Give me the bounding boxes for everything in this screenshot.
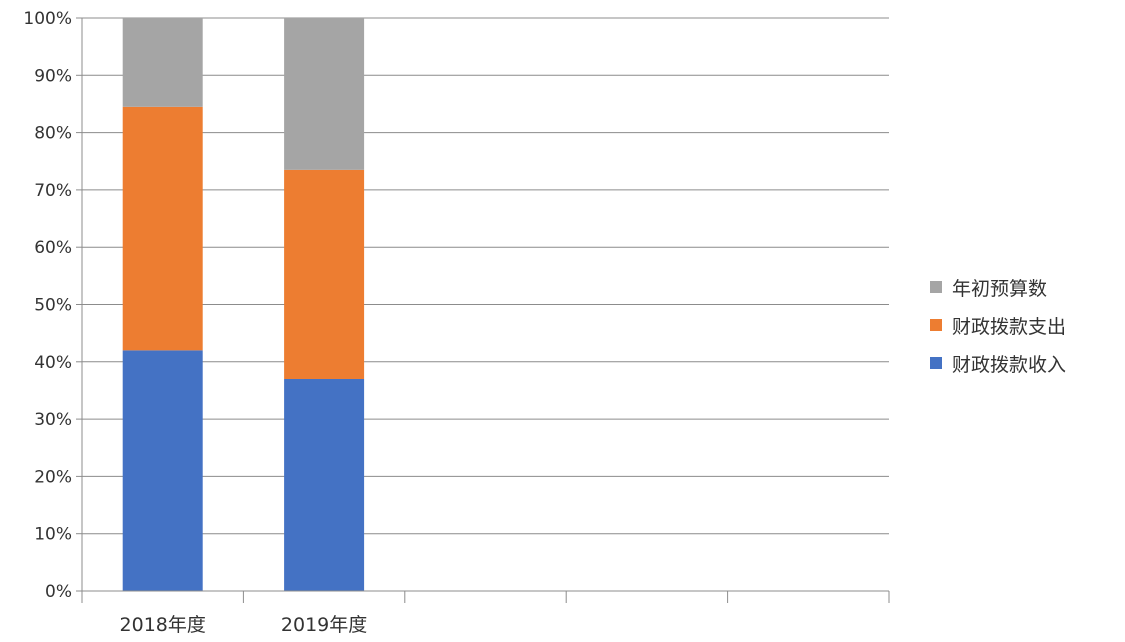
y-tick-label: 30% (34, 410, 72, 430)
y-tick-label: 100% (23, 9, 72, 29)
bar-segment-budget (284, 18, 365, 170)
legend-swatch-expenditure (930, 319, 942, 331)
bar-segment-income (122, 350, 203, 591)
y-tick-label: 0% (45, 582, 72, 602)
y-tick-label: 10% (34, 525, 72, 545)
bar-segment-income (284, 378, 365, 591)
y-tick-label: 80% (34, 124, 72, 144)
y-tick-label: 60% (34, 238, 72, 258)
legend-swatch-budget (930, 281, 942, 293)
category-label: 2019年度 (281, 614, 367, 636)
legend-item-budget: 年初预算数 (930, 268, 1066, 306)
axes (76, 17, 890, 603)
legend-label-budget: 年初预算数 (952, 277, 1048, 300)
legend-item-income: 财政拨款收入 (930, 344, 1066, 382)
category-label: 2018年度 (120, 614, 206, 636)
bar-segment-budget (122, 18, 203, 107)
legend-label-expenditure: 财政拨款支出 (952, 315, 1067, 338)
bar-segment-expenditure (122, 106, 203, 351)
bars (122, 18, 365, 591)
legend-item-expenditure: 财政拨款支出 (930, 306, 1066, 344)
legend: 年初预算数 财政拨款支出 财政拨款收入 (930, 268, 1066, 382)
y-tick-label: 40% (34, 353, 72, 373)
bar-segment-expenditure (284, 169, 365, 379)
legend-swatch-income (930, 357, 942, 369)
y-tick-labels: 0% 10% 20% 30% 40% 50% 60% 70% 80% 90% 100% (23, 9, 72, 602)
y-tick-label: 70% (34, 181, 72, 201)
y-tick-label: 90% (34, 66, 72, 86)
legend-label-income: 财政拨款收入 (952, 353, 1067, 376)
y-tick-label: 50% (34, 296, 72, 316)
y-tick-label: 20% (34, 467, 72, 487)
category-labels: 2018年度 2019年度 (120, 614, 368, 636)
gridlines (82, 17, 889, 535)
